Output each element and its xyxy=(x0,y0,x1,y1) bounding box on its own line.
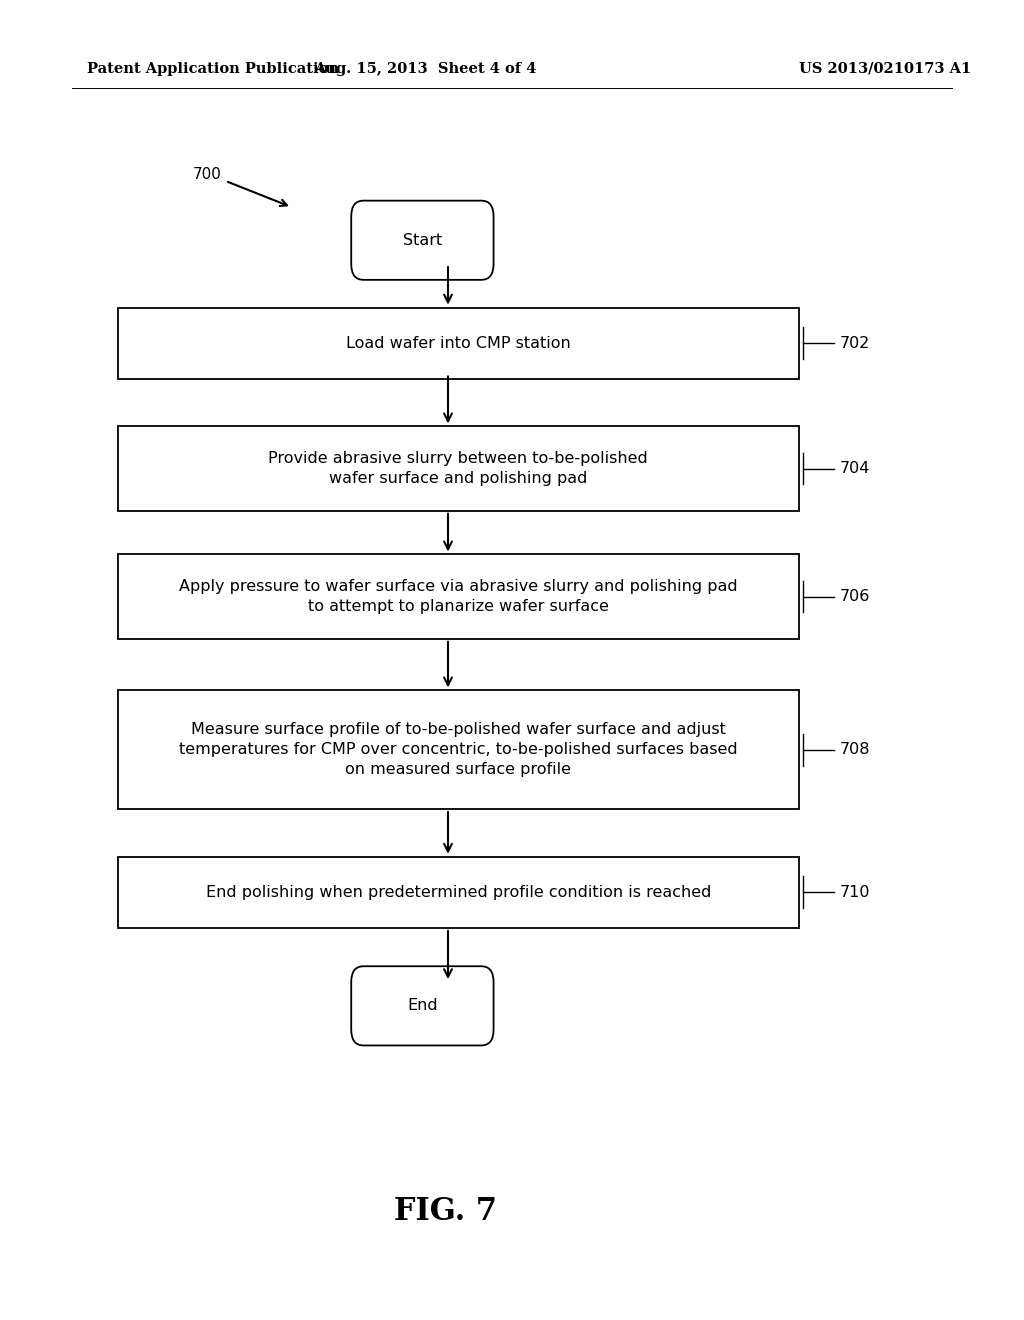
Text: Measure surface profile of to-be-polished wafer surface and adjust
temperatures : Measure surface profile of to-be-polishe… xyxy=(179,722,737,777)
FancyBboxPatch shape xyxy=(118,857,799,928)
FancyBboxPatch shape xyxy=(118,308,799,379)
Text: Load wafer into CMP station: Load wafer into CMP station xyxy=(346,335,570,351)
FancyBboxPatch shape xyxy=(351,966,494,1045)
Text: End polishing when predetermined profile condition is reached: End polishing when predetermined profile… xyxy=(206,884,711,900)
Text: 700: 700 xyxy=(193,166,221,182)
Text: 704: 704 xyxy=(840,461,870,477)
Text: 708: 708 xyxy=(840,742,870,758)
FancyBboxPatch shape xyxy=(351,201,494,280)
Text: 710: 710 xyxy=(840,884,870,900)
Text: Aug. 15, 2013  Sheet 4 of 4: Aug. 15, 2013 Sheet 4 of 4 xyxy=(313,62,537,75)
Text: Apply pressure to wafer surface via abrasive slurry and polishing pad
to attempt: Apply pressure to wafer surface via abra… xyxy=(179,579,737,614)
FancyBboxPatch shape xyxy=(118,690,799,809)
FancyBboxPatch shape xyxy=(118,426,799,511)
Text: 706: 706 xyxy=(840,589,870,605)
Text: Patent Application Publication: Patent Application Publication xyxy=(87,62,339,75)
Text: FIG. 7: FIG. 7 xyxy=(394,1196,497,1228)
FancyBboxPatch shape xyxy=(118,554,799,639)
Text: Start: Start xyxy=(402,232,442,248)
Text: US 2013/0210173 A1: US 2013/0210173 A1 xyxy=(799,62,971,75)
Text: 702: 702 xyxy=(840,335,870,351)
Text: End: End xyxy=(408,998,437,1014)
Text: Provide abrasive slurry between to-be-polished
wafer surface and polishing pad: Provide abrasive slurry between to-be-po… xyxy=(268,451,648,486)
